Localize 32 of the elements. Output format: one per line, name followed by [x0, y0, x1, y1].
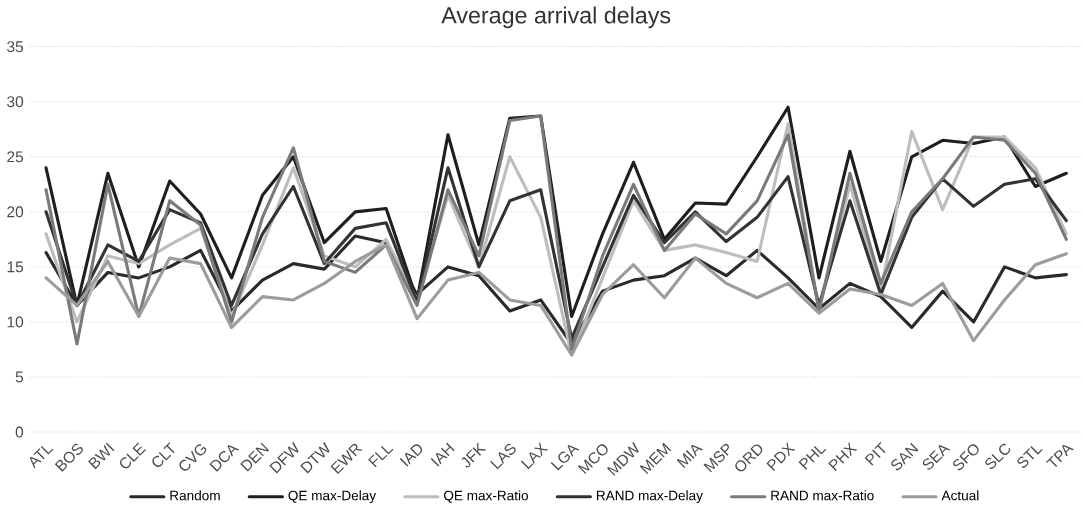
legend-label: Actual	[941, 490, 979, 501]
x-tick-label: ATL	[29, 446, 54, 469]
x-tick-label: FLL	[368, 446, 394, 468]
y-tick-label: 15	[7, 261, 24, 273]
x-tick-label: BWI	[88, 442, 115, 470]
x-tick-label: LAS	[490, 443, 516, 470]
y-tick-label: 30	[7, 96, 24, 108]
x-tick-label: CLT	[152, 442, 175, 467]
y-tick-label: 0	[15, 426, 24, 438]
x-tick-label: TPA	[1046, 444, 1074, 468]
y-tick-label: 25	[7, 151, 24, 163]
line-series	[44, 243, 1068, 357]
x-tick-label: IAD	[399, 444, 423, 467]
x-tick-label: MIA	[676, 444, 703, 468]
x-tick-label: IAH	[430, 442, 455, 467]
legend-label: QE max-Delay	[288, 490, 377, 504]
x-tick-label: LGA	[550, 445, 580, 471]
legend-label: QE max-Ratio	[443, 490, 528, 503]
chart-title: Average arrival delays	[441, 6, 671, 29]
x-tick-label: STL	[1017, 446, 1043, 468]
x-tick-label: PIT	[864, 442, 886, 466]
y-tick-label: 20	[7, 206, 24, 218]
legend-label: RAND max-Ratio	[771, 490, 874, 501]
x-tick-label: SLC	[985, 443, 1011, 470]
x-tick-label: SEA	[922, 445, 951, 470]
y-tick-label: 35	[7, 41, 24, 53]
y-tick-label: 10	[7, 316, 24, 328]
x-tick-label: PHL	[798, 446, 827, 470]
legend-label: RAND max-Delay	[596, 490, 703, 504]
y-tick-label: 5	[15, 371, 24, 383]
x-tick-label: JFK	[461, 442, 487, 468]
legend-label: Random	[170, 490, 220, 501]
